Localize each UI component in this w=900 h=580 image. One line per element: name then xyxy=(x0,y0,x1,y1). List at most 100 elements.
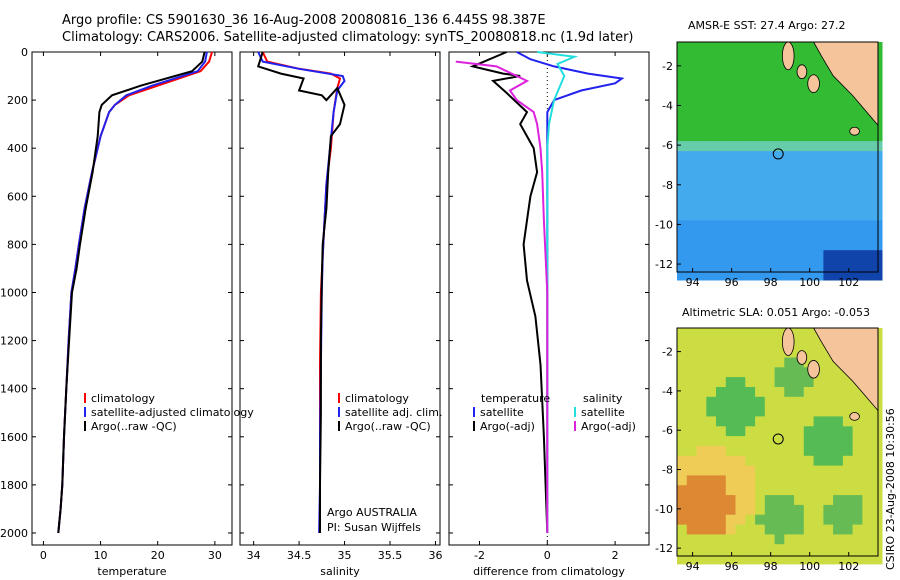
sal-legend-label: satellite adj. clim. xyxy=(345,406,442,419)
map-cell xyxy=(716,190,727,202)
map-cell xyxy=(803,514,815,526)
map-cell xyxy=(784,504,795,516)
map-cell xyxy=(755,121,766,132)
map-cell xyxy=(833,426,844,437)
map-cell xyxy=(725,91,737,103)
map-cell xyxy=(686,426,698,437)
map-cell xyxy=(774,406,785,417)
map-cell xyxy=(755,455,766,467)
map-cell xyxy=(735,270,746,281)
map-cell xyxy=(852,426,863,437)
map-cell xyxy=(842,111,854,122)
map-cell xyxy=(677,230,688,241)
map-cell xyxy=(696,514,707,526)
map-cell xyxy=(755,180,766,192)
map-cell xyxy=(833,190,844,202)
map-cell xyxy=(813,270,824,281)
map-cell xyxy=(696,240,707,251)
map-cell xyxy=(774,377,785,388)
map-cell xyxy=(696,367,707,378)
map-cell xyxy=(764,524,776,535)
map-cell xyxy=(774,210,785,221)
map-cell xyxy=(784,465,795,476)
map-cell xyxy=(862,250,873,261)
map-cell xyxy=(784,377,795,388)
map-cell xyxy=(735,61,746,73)
map-cell xyxy=(716,387,727,398)
map-cell xyxy=(677,534,688,545)
map-cell xyxy=(725,554,737,565)
map-cell xyxy=(745,42,756,53)
map-cell xyxy=(803,387,815,398)
map-cell xyxy=(735,111,746,122)
map-cell xyxy=(833,170,844,182)
map-cell xyxy=(803,377,815,388)
map-cell xyxy=(774,524,785,535)
map-cell xyxy=(735,250,746,261)
map-cell xyxy=(706,455,717,467)
map-cell xyxy=(725,220,737,231)
map-cell xyxy=(774,190,785,202)
map-cell xyxy=(794,190,805,202)
map-cell xyxy=(823,544,834,555)
island xyxy=(849,126,860,136)
map-cell xyxy=(696,121,707,132)
map-cell xyxy=(774,396,785,408)
map-cell xyxy=(872,151,883,162)
diff-legend-sal-title: salinity xyxy=(583,392,623,405)
map-cell xyxy=(862,416,873,427)
map-cell xyxy=(833,81,844,93)
map-cell xyxy=(745,544,756,555)
map-cell xyxy=(755,51,766,63)
map-cell xyxy=(803,200,815,212)
map-cell xyxy=(794,504,805,516)
map-cell xyxy=(716,504,727,516)
map-x-tick-label: 102 xyxy=(838,276,859,289)
map-cell xyxy=(852,210,863,221)
map-cell xyxy=(794,250,805,261)
map-cell xyxy=(706,71,717,83)
map-cell xyxy=(794,180,805,192)
map-cell xyxy=(803,91,815,103)
map-cell xyxy=(774,475,785,486)
map-y-tick-label: -8 xyxy=(662,464,673,477)
map-cell xyxy=(755,534,766,545)
map-cell xyxy=(862,426,873,437)
map-cell xyxy=(735,406,746,417)
x-tick-label: 35 xyxy=(338,549,352,562)
map-cell xyxy=(706,485,717,496)
map-x-tick-label: 102 xyxy=(838,560,859,573)
map-cell xyxy=(764,396,776,408)
map-cell xyxy=(842,180,854,192)
map-cell xyxy=(745,101,756,112)
sal-legend-label: climatology xyxy=(345,392,409,405)
map-cell xyxy=(755,357,766,368)
map-cell xyxy=(794,475,805,486)
map-cell xyxy=(755,81,766,93)
map-cell xyxy=(823,180,834,192)
map-cell xyxy=(833,406,844,417)
map-cell xyxy=(764,504,776,516)
map-cell xyxy=(823,200,834,212)
map-cell xyxy=(706,161,717,172)
map-cell xyxy=(803,240,815,251)
map-cell xyxy=(794,91,805,103)
map-cell xyxy=(696,170,707,182)
map-cell xyxy=(823,240,834,251)
map-cell xyxy=(852,220,863,231)
map-cell xyxy=(764,436,776,447)
map-cell xyxy=(725,485,737,496)
map-cell xyxy=(755,387,766,398)
map-cell xyxy=(774,141,785,152)
map-cell xyxy=(677,426,688,437)
map-cell xyxy=(677,337,688,349)
map-cell xyxy=(833,514,844,526)
map-cell xyxy=(755,42,766,53)
map-cell xyxy=(842,250,854,261)
map-cell xyxy=(794,240,805,251)
map-cell xyxy=(696,161,707,172)
map-cell xyxy=(706,220,717,231)
map-cell xyxy=(686,220,698,231)
map-cell xyxy=(745,387,756,398)
map-cell xyxy=(852,180,863,192)
